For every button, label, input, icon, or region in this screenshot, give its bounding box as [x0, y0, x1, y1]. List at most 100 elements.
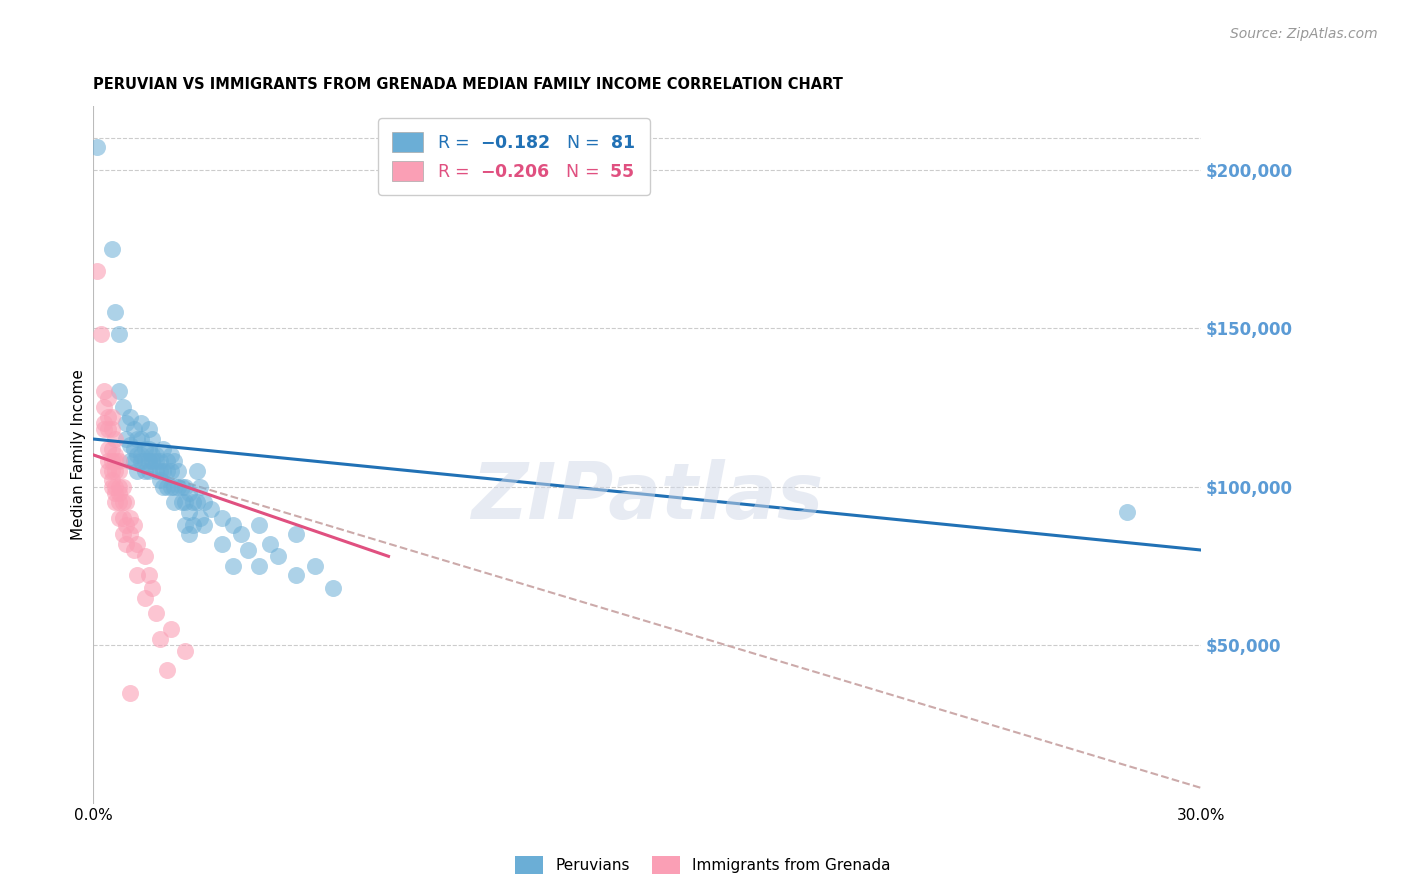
- Point: [170, 495, 193, 509]
- Point: [247, 558, 270, 573]
- Point: [115, 432, 138, 446]
- Point: [170, 479, 193, 493]
- Point: [179, 527, 201, 541]
- Point: [267, 549, 290, 564]
- Point: [163, 495, 186, 509]
- Point: [188, 479, 211, 493]
- Point: [100, 473, 122, 487]
- Point: [145, 464, 167, 478]
- Point: [138, 568, 160, 582]
- Point: [97, 409, 120, 424]
- Point: [134, 464, 156, 478]
- Point: [115, 536, 138, 550]
- Point: [149, 454, 172, 468]
- Point: [129, 416, 152, 430]
- Point: [167, 479, 190, 493]
- Point: [200, 501, 222, 516]
- Point: [134, 454, 156, 468]
- Point: [127, 536, 149, 550]
- Point: [211, 536, 233, 550]
- Y-axis label: Median Family Income: Median Family Income: [72, 369, 86, 541]
- Point: [159, 479, 181, 493]
- Point: [322, 581, 344, 595]
- Point: [93, 416, 115, 430]
- Point: [97, 454, 120, 468]
- Point: [115, 416, 138, 430]
- Point: [186, 495, 208, 509]
- Point: [97, 391, 120, 405]
- Point: [127, 568, 149, 582]
- Point: [145, 607, 167, 621]
- Point: [129, 432, 152, 446]
- Point: [127, 464, 149, 478]
- Point: [186, 464, 208, 478]
- Point: [174, 479, 197, 493]
- Point: [193, 517, 215, 532]
- Point: [188, 511, 211, 525]
- Point: [149, 464, 172, 478]
- Point: [104, 448, 127, 462]
- Point: [134, 442, 156, 456]
- Point: [127, 432, 149, 446]
- Point: [120, 454, 142, 468]
- Point: [97, 464, 120, 478]
- Point: [122, 543, 145, 558]
- Point: [122, 454, 145, 468]
- Point: [111, 401, 134, 415]
- Point: [1115, 505, 1137, 519]
- Point: [108, 454, 131, 468]
- Point: [174, 517, 197, 532]
- Point: [152, 464, 174, 478]
- Point: [120, 527, 142, 541]
- Point: [179, 486, 201, 500]
- Point: [222, 558, 245, 573]
- Point: [120, 686, 142, 700]
- Point: [159, 464, 181, 478]
- Point: [111, 511, 134, 525]
- Point: [86, 264, 108, 278]
- Text: ZIPatlas: ZIPatlas: [471, 458, 823, 534]
- Point: [97, 423, 120, 437]
- Point: [149, 473, 172, 487]
- Point: [104, 305, 127, 319]
- Point: [122, 423, 145, 437]
- Point: [152, 442, 174, 456]
- Point: [93, 401, 115, 415]
- Point: [100, 464, 122, 478]
- Point: [141, 454, 163, 468]
- Text: Source: ZipAtlas.com: Source: ZipAtlas.com: [1230, 27, 1378, 41]
- Point: [122, 442, 145, 456]
- Point: [86, 140, 108, 154]
- Point: [259, 536, 281, 550]
- Point: [247, 517, 270, 532]
- Point: [122, 517, 145, 532]
- Point: [104, 486, 127, 500]
- Point: [285, 527, 308, 541]
- Point: [104, 495, 127, 509]
- Point: [115, 517, 138, 532]
- Point: [104, 432, 127, 446]
- Point: [100, 242, 122, 256]
- Point: [100, 409, 122, 424]
- Point: [108, 495, 131, 509]
- Point: [174, 495, 197, 509]
- Point: [152, 479, 174, 493]
- Point: [193, 495, 215, 509]
- Point: [222, 517, 245, 532]
- Point: [156, 464, 179, 478]
- Point: [134, 591, 156, 605]
- Point: [141, 432, 163, 446]
- Point: [104, 479, 127, 493]
- Point: [129, 448, 152, 462]
- Point: [108, 327, 131, 342]
- Point: [141, 581, 163, 595]
- Point: [156, 479, 179, 493]
- Point: [100, 454, 122, 468]
- Point: [120, 409, 142, 424]
- Point: [129, 454, 152, 468]
- Point: [174, 644, 197, 658]
- Point: [145, 454, 167, 468]
- Point: [100, 442, 122, 456]
- Point: [145, 448, 167, 462]
- Point: [163, 454, 186, 468]
